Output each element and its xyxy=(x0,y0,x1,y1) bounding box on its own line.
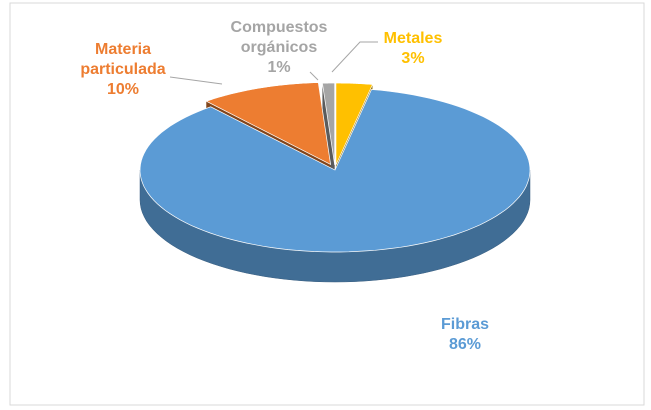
slice xyxy=(139,89,531,253)
slice xyxy=(205,82,332,166)
value-label: 10% xyxy=(106,81,140,98)
data-label: Fibras 86% xyxy=(441,315,489,355)
leader-line xyxy=(309,71,319,81)
slice xyxy=(335,82,374,166)
data-label: Metales 3% xyxy=(384,29,443,69)
slice-wall xyxy=(322,83,335,196)
category-label: Metales xyxy=(383,30,443,47)
leader-line xyxy=(331,41,378,73)
data-label: Materia particulada 10% xyxy=(68,40,178,100)
leader-line xyxy=(169,76,223,85)
data-label: Compuestos orgánicos 1% xyxy=(219,18,339,78)
category-label: Compuestos orgánicos xyxy=(230,19,328,56)
value-label: 86% xyxy=(448,336,482,353)
slice xyxy=(321,82,336,166)
value-label: 3% xyxy=(401,50,425,67)
value-label: 1% xyxy=(267,59,291,76)
category-label: Materia particulada xyxy=(80,41,166,78)
pie xyxy=(139,82,531,283)
category-label: Fibras xyxy=(440,316,490,333)
